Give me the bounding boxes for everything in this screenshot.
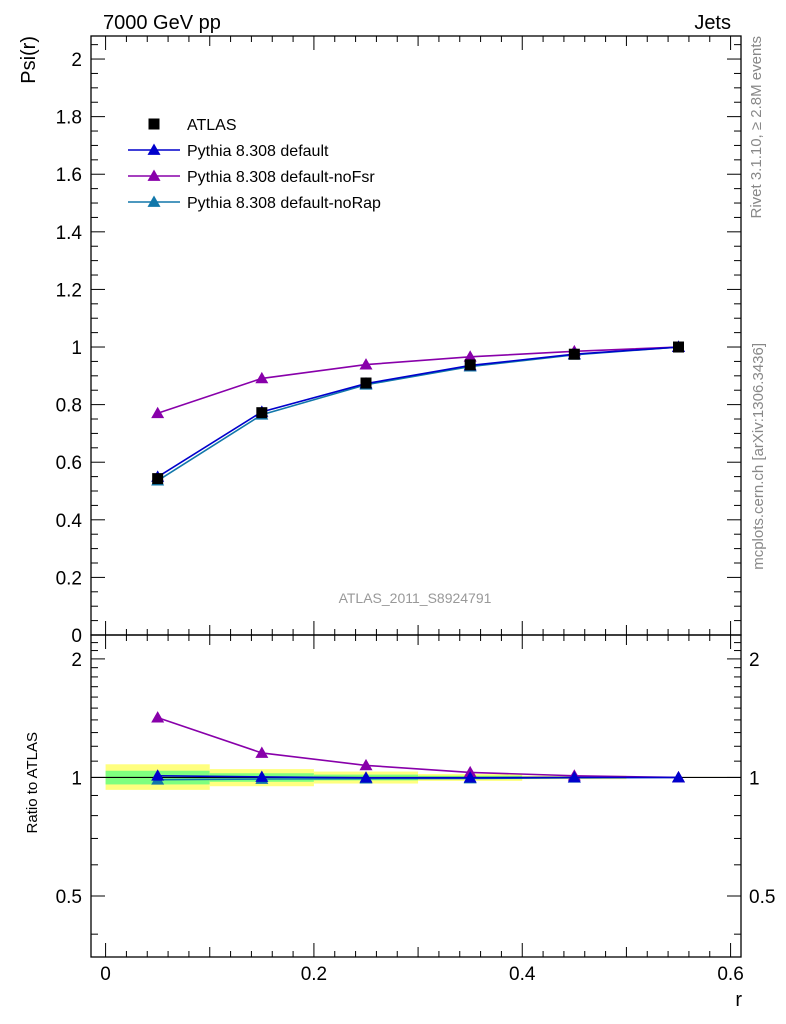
ratio-ytick-label: 2 (71, 650, 82, 671)
main-series-line (157, 346, 679, 478)
analysis-label: ATLAS_2011_S8924791 (339, 590, 492, 606)
ratio-series-point (255, 770, 269, 782)
ratio-series-line (157, 716, 679, 779)
atlas-data-point (673, 341, 684, 353)
atlas-data-point (256, 407, 268, 419)
rivet-version-label: Rivet 3.1.10, ≥ 2.8M events (748, 36, 765, 219)
ratio-series-point (151, 711, 165, 723)
atlas-data-point (360, 377, 372, 389)
x-tick-label: 0 (100, 964, 111, 985)
main-ytick-label: 0.2 (56, 568, 82, 589)
ratio-series-point (359, 771, 373, 783)
main-series-line (157, 346, 679, 482)
ratio-ytick-label-right: 1 (749, 768, 760, 789)
header-right-title: Jets (694, 12, 731, 34)
ratio-ytick-label-right: 0.5 (749, 887, 775, 908)
main-ytick-label: 1.2 (56, 280, 82, 301)
ratio-series-point (672, 770, 685, 783)
legend-label: Pythia 8.308 default-noFsr (187, 169, 375, 186)
legend-marker (147, 143, 161, 155)
atlas-data-point (568, 348, 580, 360)
main-ylabel: Psi(r) (18, 36, 40, 84)
main-ytick-label: 1.6 (56, 165, 82, 186)
legend-marker-atlas (148, 118, 160, 130)
header-left-title: 7000 GeV pp (103, 12, 221, 34)
legend: ATLAS Pythia 8.308 default Pythia 8.308 de… (128, 117, 381, 212)
ratio-series-line (157, 774, 679, 779)
main-ytick-label: 0.4 (56, 511, 83, 532)
x-axis-label: r (735, 989, 742, 1011)
legend-marker (147, 169, 161, 181)
main-ytick-label: 0.8 (56, 396, 82, 417)
main-ytick-label: 1.4 (56, 223, 83, 244)
ratio-series-point (151, 769, 165, 781)
ratio-series-point (463, 771, 477, 783)
main-ytick-label: 1 (71, 338, 82, 359)
main-series-point (255, 371, 269, 384)
legend-marker (147, 195, 161, 207)
ratio-frame (90, 634, 742, 958)
ratio-ytick-label: 0.5 (56, 887, 82, 908)
main-panel: 0 0.2 0.4 0.6 0.8 1 1.2 1.4 1.6 1.8 2 (56, 35, 742, 647)
main-series-point (151, 406, 165, 419)
atlas-data-point (152, 473, 164, 485)
main-ytick-label: 2 (71, 50, 82, 71)
atlas-data-point (464, 359, 476, 371)
ratio-series-point (359, 758, 373, 771)
mcplots-label: mcplots.cern.ch [arXiv:1306.3436] (750, 343, 767, 570)
ratio-ytick-label: 1 (71, 768, 82, 789)
legend-label: Pythia 8.308 default (187, 143, 329, 160)
x-tick-label: 0.2 (301, 964, 327, 985)
main-ytick-label: 0.6 (56, 453, 82, 474)
ratio-ylabel: Ratio to ATLAS (24, 732, 41, 833)
main-series-point (359, 358, 373, 370)
main-series-point (463, 350, 477, 362)
x-tick-label: 0.6 (717, 964, 743, 985)
ratio-series-point (255, 746, 269, 758)
main-ytick-label: 1.8 (56, 108, 82, 129)
x-tick-label: 0.4 (509, 964, 536, 985)
legend-label: ATLAS (187, 117, 237, 134)
ratio-ytick-label-right: 2 (749, 650, 760, 671)
ratio-series-point (567, 770, 581, 783)
ratio-panel: 0.5 0.5 1 1 2 2 0 0.2 0.4 0.6 (56, 634, 775, 985)
main-series-line (157, 346, 679, 415)
main-ytick-label: 0 (71, 626, 82, 647)
legend-label: Pythia 8.308 default-noRap (187, 195, 381, 212)
